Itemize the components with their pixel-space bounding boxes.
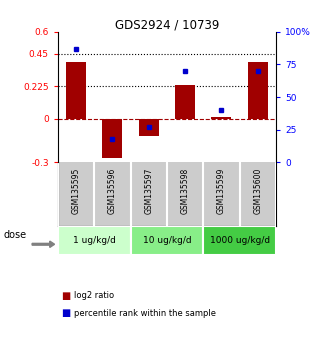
Text: ■: ■: [61, 291, 70, 301]
Bar: [139, 119, 159, 136]
Bar: [58, 226, 131, 255]
Text: 10 ug/kg/d: 10 ug/kg/d: [143, 236, 191, 245]
Text: dose: dose: [3, 230, 26, 240]
Bar: [102, 119, 122, 158]
Text: GSM135599: GSM135599: [217, 167, 226, 214]
Text: GSM135598: GSM135598: [181, 167, 190, 213]
Text: GSM135600: GSM135600: [253, 167, 262, 214]
Bar: [66, 62, 86, 119]
Title: GDS2924 / 10739: GDS2924 / 10739: [115, 19, 219, 32]
Text: GSM135596: GSM135596: [108, 167, 117, 214]
Text: log2 ratio: log2 ratio: [74, 291, 114, 300]
Text: GSM135597: GSM135597: [144, 167, 153, 214]
Bar: [248, 62, 268, 119]
Text: 1 ug/kg/d: 1 ug/kg/d: [73, 236, 116, 245]
Text: ■: ■: [61, 308, 70, 318]
Text: 1000 ug/kg/d: 1000 ug/kg/d: [210, 236, 270, 245]
Bar: [203, 226, 276, 255]
Text: GSM135595: GSM135595: [72, 167, 81, 214]
Text: percentile rank within the sample: percentile rank within the sample: [74, 309, 216, 318]
Bar: [131, 226, 203, 255]
Bar: [212, 117, 231, 119]
Bar: [175, 85, 195, 119]
